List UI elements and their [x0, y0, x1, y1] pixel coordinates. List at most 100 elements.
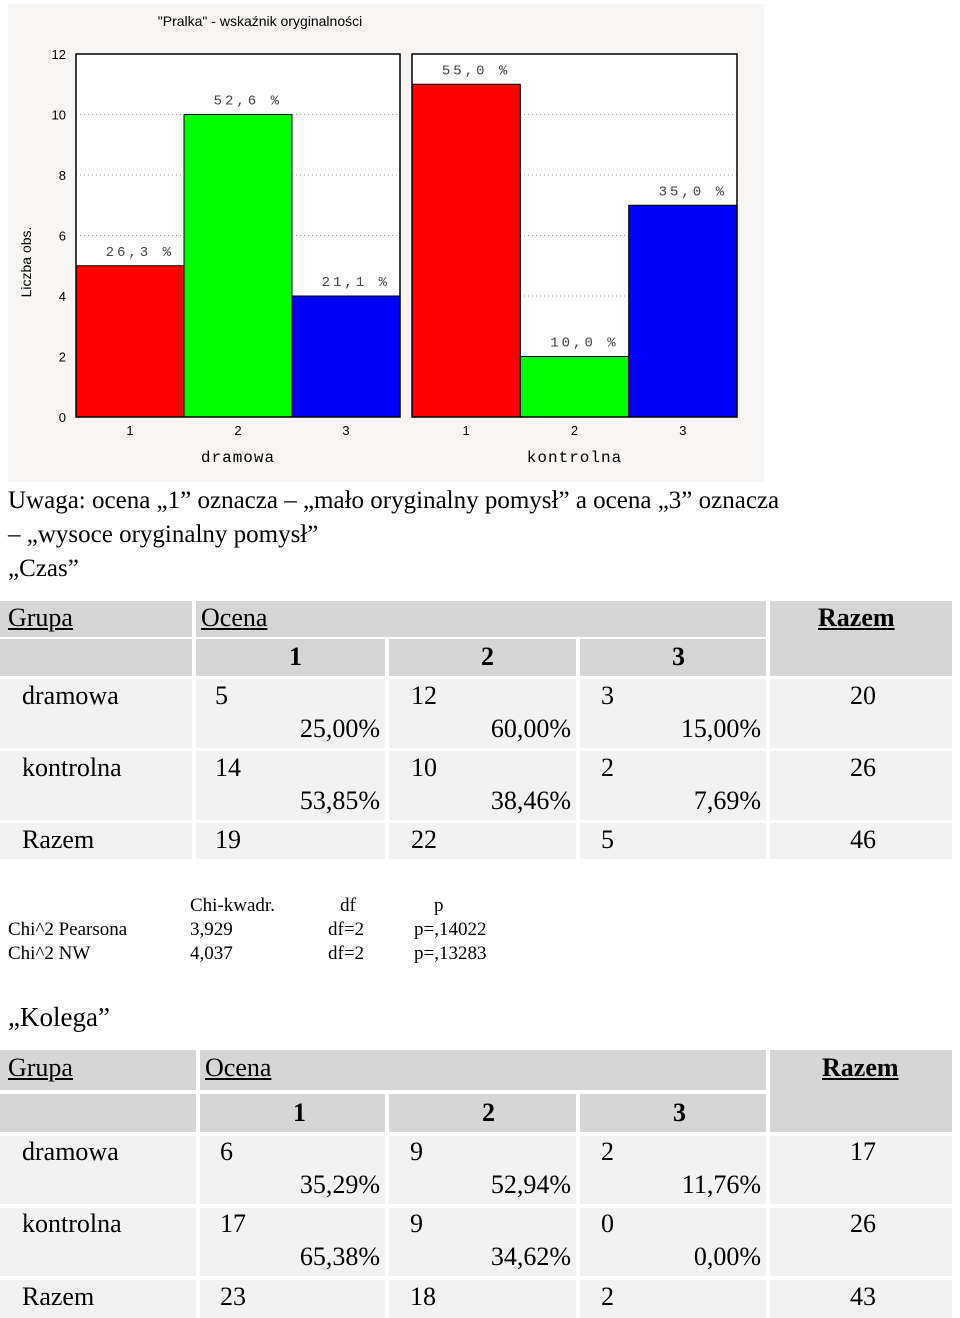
count: 2: [601, 1137, 614, 1166]
y-tick-label: 12: [52, 47, 66, 62]
panel-frame: [75, 53, 401, 418]
grade-2-cell: 2: [389, 639, 576, 676]
total-count: 5: [601, 825, 614, 854]
count-cell: 2 11,76%: [580, 1136, 766, 1204]
percent: 0,00%: [693, 1242, 761, 1271]
percent: 7,69%: [693, 786, 761, 815]
data-label: 10,0 %: [550, 336, 618, 352]
header-razem: Razem: [818, 603, 895, 632]
count-cell: 0 0,00%: [580, 1208, 766, 1276]
chart-svg: "Pralka" - wskaźnik oryginalności Liczba …: [18, 13, 738, 467]
count: 2: [601, 753, 614, 782]
x-tick-label: 3: [342, 423, 349, 438]
total-count: 22: [411, 825, 437, 854]
x-tick-label: 3: [679, 423, 686, 438]
bar: [628, 204, 738, 418]
grade-3-cell: 3: [580, 1094, 766, 1132]
data-label: 52,6 %: [214, 94, 282, 110]
row-name-cell: dramowa: [0, 679, 192, 748]
total-count-cell: 22: [389, 823, 576, 859]
chi-value: 3,929: [190, 919, 233, 940]
count-cell: 12 60,00%: [389, 679, 576, 748]
grand-total: 43: [850, 1282, 876, 1311]
note-line-2: – „wysoce oryginalny pomysł”: [8, 521, 319, 548]
bar: [519, 356, 630, 418]
row-total: 26: [850, 1209, 876, 1238]
header-group: Grupa: [8, 1053, 73, 1082]
header-group: Grupa: [8, 603, 73, 632]
row-total: 26: [850, 753, 876, 782]
total-count: 19: [215, 825, 241, 854]
count-cell: 10 38,46%: [389, 751, 576, 820]
chi-df: df=2: [328, 919, 365, 940]
y-tick-label: 8: [59, 168, 66, 183]
row-name: dramowa: [22, 1137, 119, 1166]
y-tick-label: 10: [52, 108, 66, 123]
percent: 34,62%: [490, 1242, 571, 1271]
header-group-blank: [0, 639, 192, 676]
percent: 52,94%: [490, 1170, 571, 1199]
total-row-name: Razem: [22, 1282, 95, 1311]
row-total: 17: [850, 1137, 876, 1166]
count-cell: 6 35,29%: [200, 1136, 385, 1204]
count-cell: 9 52,94%: [389, 1136, 576, 1204]
total-count-cell: 23: [200, 1280, 385, 1318]
count: 9: [410, 1209, 423, 1238]
x-tick-label: 1: [463, 423, 470, 438]
count: 10: [411, 753, 437, 782]
data-label: 21,1 %: [322, 275, 390, 291]
grade-1: 1: [289, 642, 302, 671]
percent: 53,85%: [299, 786, 380, 815]
chi-header-df: df: [340, 895, 356, 916]
grade-2: 2: [481, 642, 494, 671]
header-group-blank: [0, 1094, 196, 1132]
grade-2-cell: 2: [389, 1094, 576, 1132]
percent: 35,29%: [299, 1170, 380, 1199]
chi-value: 4,037: [190, 943, 233, 964]
row-total-cell: 26: [770, 1208, 952, 1276]
group-label: kontrolna: [527, 449, 622, 467]
x-tick-label: 1: [126, 423, 133, 438]
row-name: kontrolna: [22, 753, 122, 782]
count: 6: [220, 1137, 233, 1166]
total-count: 23: [220, 1282, 246, 1311]
count-cell: 5 25,00%: [196, 679, 385, 748]
row-name-cell: kontrolna: [0, 751, 192, 820]
row-name-cell: dramowa: [0, 1136, 196, 1204]
count: 0: [601, 1209, 614, 1238]
y-tick-label: 2: [59, 350, 66, 365]
total-row-name: Razem: [22, 825, 95, 854]
count: 17: [220, 1209, 246, 1238]
grade-1: 1: [293, 1098, 306, 1127]
header-ocena-cell: Ocena: [200, 1050, 766, 1090]
bar: [75, 265, 185, 418]
header-ocena-cell: Ocena: [196, 601, 766, 637]
total-count-cell: 2: [580, 1280, 766, 1318]
bar-chart: "Pralka" - wskaźnik oryginalności Liczba …: [8, 4, 764, 482]
row-total: 20: [850, 681, 876, 710]
row-total-cell: 17: [770, 1136, 952, 1204]
count-cell: 9 34,62%: [389, 1208, 576, 1276]
header-group-cell: Grupa: [0, 1050, 196, 1090]
bar: [411, 83, 521, 418]
total-count-cell: 19: [196, 823, 385, 859]
note-line-1: Uwaga: ocena „1” oznacza – „mało orygina…: [8, 487, 780, 514]
grand-total-cell: 43: [770, 1280, 952, 1318]
data-label: 35,0 %: [659, 184, 727, 200]
grade-3-cell: 3: [580, 639, 766, 676]
count: 12: [411, 681, 437, 710]
count-cell: 2 7,69%: [580, 751, 766, 820]
count-cell: 14 53,85%: [196, 751, 385, 820]
panel-frame: [411, 53, 738, 418]
chi-df: df=2: [328, 943, 365, 964]
chi-header-chi: Chi-kwadr.: [190, 895, 275, 916]
percent: 65,38%: [299, 1242, 380, 1271]
czas-heading: „Czas”: [8, 555, 79, 582]
grand-total: 46: [850, 825, 876, 854]
percent: 11,76%: [681, 1170, 761, 1199]
y-axis-label: Liczba obs.: [18, 227, 34, 298]
total-row-name-cell: Razem: [0, 1280, 196, 1318]
grand-total-cell: 46: [770, 823, 952, 859]
row-name: dramowa: [22, 681, 119, 710]
row-total-cell: 20: [770, 679, 952, 748]
